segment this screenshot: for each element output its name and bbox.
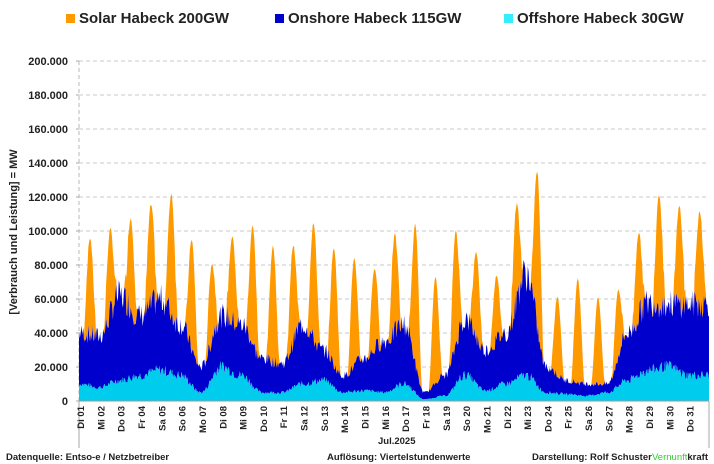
y-tick-label: 60.000 — [34, 294, 68, 306]
y-tick-label: 80.000 — [34, 260, 68, 272]
y-tick-label: 40.000 — [34, 328, 68, 340]
x-tick-label: Mi 23 — [523, 406, 534, 430]
x-tick-label: Mi 16 — [381, 406, 392, 430]
y-tick-label: 180.000 — [28, 90, 68, 102]
x-tick-label: Fr 11 — [279, 405, 290, 428]
x-tick-label: Di 15 — [361, 405, 372, 428]
x-tick-label: Sa 19 — [442, 406, 453, 431]
x-tick-label: Mi 30 — [665, 406, 676, 430]
x-tick-label: Sa 12 — [300, 406, 311, 431]
y-tick-label: 100.000 — [28, 226, 68, 238]
legend-label-solar: Solar Habeck 200GW — [79, 10, 230, 27]
x-tick-label: Sa 05 — [157, 405, 168, 431]
x-tick-label: Di 01 — [76, 405, 87, 428]
x-tick-label: Mi 02 — [96, 406, 107, 430]
y-tick-label: 0 — [62, 396, 68, 408]
area-onshore — [79, 260, 709, 400]
brand-part-1: Vernunft — [652, 452, 688, 463]
legend: Solar Habeck 200GW Onshore Habeck 115GW … — [0, 10, 714, 30]
x-tick-label: Di 29 — [645, 406, 656, 429]
legend-swatch-onshore — [275, 14, 284, 23]
x-tick-label: Sa 26 — [584, 406, 595, 431]
x-tick-label: Fr 25 — [564, 405, 575, 428]
y-tick-label: 20.000 — [34, 362, 68, 374]
x-tick-label: Do 10 — [259, 406, 270, 432]
x-tick-labels: Di 01 Mi 02 Do 03 Fr 04 Sa 05 So 06 Mo 07 Di 08… — [76, 405, 697, 433]
x-tick-label: Fr 18 — [421, 406, 432, 429]
y-tick-label: 120.000 — [28, 192, 68, 204]
area-offshore — [79, 360, 709, 401]
source-text: Datenquelle: Entso-e / Netzbetreiber — [6, 452, 170, 463]
x-tick-label: Fr 04 — [137, 405, 148, 428]
y-axis-label: [Verbrauch und Leistung] = MW — [8, 149, 20, 315]
y-tick-label: 200.000 — [28, 56, 68, 68]
y-tick-label: 160.000 — [28, 124, 68, 136]
x-axis-label: Jul.2025 — [378, 436, 416, 447]
legend-item-onshore: Onshore Habeck 115GW — [275, 10, 461, 27]
legend-item-offshore: Offshore Habeck 30GW — [504, 10, 684, 27]
x-tick-label: Do 03 — [117, 406, 128, 432]
legend-label-offshore: Offshore Habeck 30GW — [517, 10, 684, 27]
legend-swatch-offshore — [504, 14, 513, 23]
x-tick-label: Di 08 — [218, 406, 229, 429]
author-text: Darstellung: Rolf Schuster — [532, 452, 652, 463]
y-tick-labels: 0 20.000 40.000 60.000 80.000 100.000 120.000 1… — [28, 56, 68, 408]
y-tick-label: 140.000 — [28, 158, 68, 170]
area-solar — [79, 171, 709, 393]
x-tick-label: Do 31 — [686, 405, 697, 432]
x-tick-label: Mo 28 — [625, 406, 636, 433]
x-tick-label: So 13 — [320, 406, 331, 431]
legend-item-solar: Solar Habeck 200GW — [66, 10, 229, 27]
x-tick-label: Di 22 — [503, 406, 514, 429]
brand-part-2: kraft — [687, 452, 708, 463]
stacked-areas — [79, 171, 709, 401]
x-tick-label: Mi 09 — [239, 406, 250, 430]
x-tick-label: Mo 07 — [198, 406, 209, 433]
legend-swatch-solar — [66, 14, 75, 23]
x-tick-label: Mo 14 — [340, 405, 351, 433]
legend-label-onshore: Onshore Habeck 115GW — [288, 10, 462, 27]
axes — [78, 400, 710, 448]
brand-logo: Vernunftkraft — [652, 452, 708, 463]
x-tick-label: Mo 21 — [482, 405, 493, 433]
x-tick-label: So 06 — [178, 406, 189, 431]
resolution-text: Auflösung: Viertelstundenwerte — [327, 452, 471, 463]
x-tick-label: Do 17 — [401, 406, 412, 432]
x-tick-label: So 27 — [604, 406, 615, 431]
x-tick-label: So 20 — [462, 406, 473, 431]
x-tick-label: Do 24 — [543, 405, 554, 432]
